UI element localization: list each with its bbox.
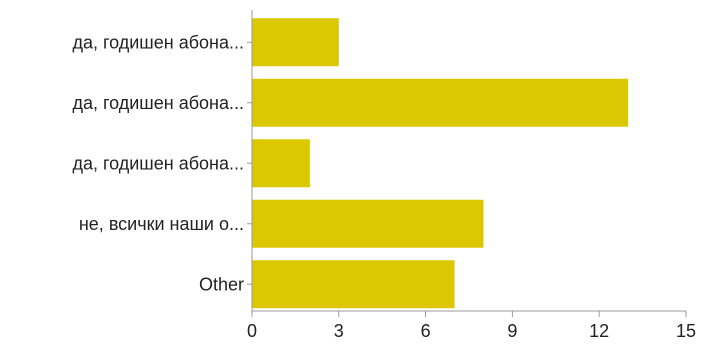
bar-4 — [252, 260, 455, 309]
bars-group — [252, 18, 629, 309]
axes-group — [247, 10, 687, 317]
category-labels-group: да, годишен абона... да, годишен абона...… — [72, 32, 244, 294]
x-tick-label-3: 9 — [507, 321, 517, 341]
category-label-1: да, годишен абона... — [72, 93, 244, 113]
category-label-4: Other — [199, 274, 244, 294]
bar-2 — [252, 139, 310, 188]
bar-3 — [252, 199, 484, 248]
x-tick-label-1: 3 — [334, 321, 344, 341]
bar-0 — [252, 18, 339, 67]
x-tick-label-0: 0 — [247, 321, 257, 341]
x-tick-label-4: 12 — [589, 321, 609, 341]
bar-1 — [252, 78, 629, 127]
tick-labels-group: 0 3 6 9 12 15 — [247, 321, 696, 341]
x-tick-label-2: 6 — [421, 321, 431, 341]
x-tick-label-5: 15 — [676, 321, 696, 341]
category-label-3: не, всички наши о... — [79, 214, 244, 234]
category-label-2: да, годишен абона... — [72, 153, 244, 173]
category-label-0: да, годишен абона... — [72, 32, 244, 52]
